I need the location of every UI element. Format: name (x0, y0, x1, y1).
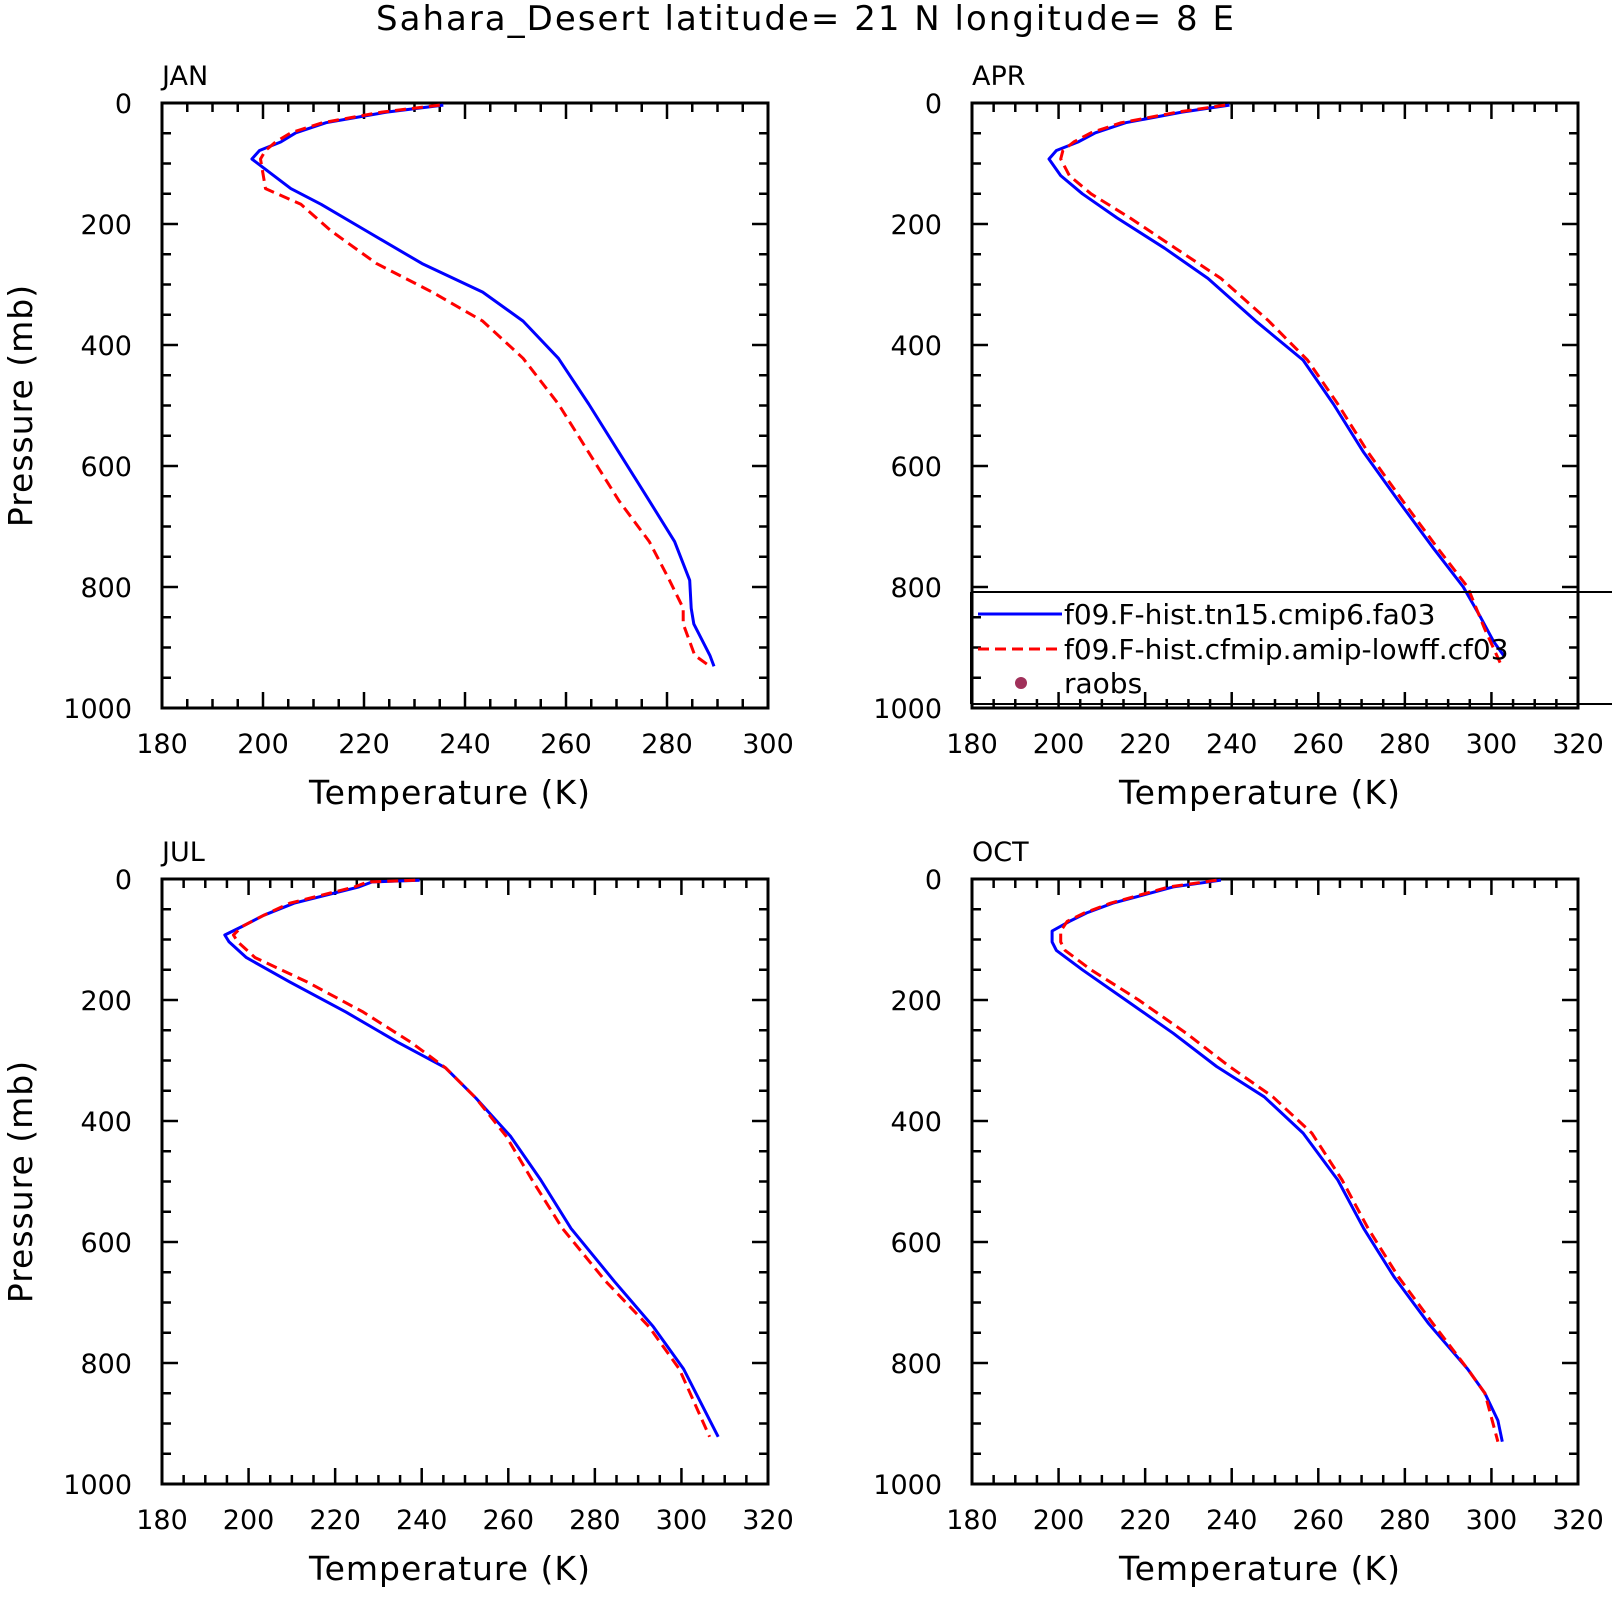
y-tick-label: 400 (890, 331, 942, 362)
x-tick-label: 180 (946, 729, 998, 760)
y-tick-label: 200 (890, 210, 942, 241)
x-tick-label: 260 (483, 1505, 535, 1536)
y-tick-label: 0 (115, 865, 132, 896)
panel-jul: JUL 180 200 220 240 260 280 300 320 0 200 400 600 800… (1, 837, 794, 1588)
x-tick-label: 220 (338, 729, 390, 760)
series-line-cmip6 (223, 878, 720, 1438)
y-tick-label: 400 (80, 331, 132, 362)
x-tick-label: 280 (641, 729, 693, 760)
legend-label: f09.F-hist.cfmip.amip-lowff.cf03 (1064, 633, 1509, 666)
x-tick-label: 220 (1119, 1505, 1171, 1536)
y-tick-label: 600 (80, 452, 132, 483)
x-tick-label: 300 (742, 729, 794, 760)
x-tick-label: 280 (1379, 729, 1431, 760)
panel-label: OCT (972, 837, 1029, 868)
x-tick-label: 260 (1293, 1505, 1345, 1536)
y-tick-label: 400 (890, 1107, 942, 1138)
x-tick-label: 240 (1206, 729, 1258, 760)
x-tick-label: 320 (742, 1505, 794, 1536)
y-tick-label: 400 (80, 1107, 132, 1138)
legend-marker-raobs (1015, 677, 1027, 689)
y-tick-label: 0 (925, 89, 942, 120)
x-tick-label: 200 (1033, 1505, 1085, 1536)
legend-label: raobs (1064, 667, 1142, 700)
series-line-amip-lowff (1059, 878, 1500, 1443)
x-axis-title: Temperature (K) (308, 773, 591, 812)
series-line-amip-lowff (231, 878, 711, 1438)
x-tick-label: 300 (656, 1505, 708, 1536)
series-line-cmip6 (1047, 103, 1506, 658)
y-tick-label: 1000 (63, 694, 132, 725)
y-tick-label: 1000 (63, 1470, 132, 1501)
x-axis-title: Temperature (K) (308, 1549, 591, 1588)
y-tick-label: 800 (80, 1349, 132, 1380)
x-tick-label: 240 (1206, 1505, 1258, 1536)
series-line-amip-lowff (1059, 103, 1502, 664)
y-tick-label: 200 (890, 986, 942, 1017)
x-tick-label: 180 (946, 1505, 998, 1536)
legend: f09.F-hist.tn15.cmip6.fa03f09.F-hist.cfm… (970, 591, 1612, 705)
panel-label: JAN (160, 61, 208, 92)
x-tick-label: 200 (237, 729, 289, 760)
x-tick-label: 280 (1379, 1505, 1431, 1536)
panel-apr: APR 180 200 220 240 260 280 300 320 0 200 400 600 800… (873, 61, 1603, 812)
panel-oct: OCT 180 200 220 240 260 280 300 320 0 200 400 600 800… (873, 837, 1603, 1588)
x-tick-label: 200 (223, 1505, 275, 1536)
x-tick-label: 260 (540, 729, 592, 760)
panels: JAN 180 200 220 240 260 280 300 0 200 400 600 800 100… (1, 61, 1604, 1588)
x-tick-label: 180 (136, 1505, 188, 1536)
plot-frame (970, 877, 1580, 1486)
y-tick-label: 600 (890, 452, 942, 483)
x-axis-title: Temperature (K) (1118, 773, 1401, 812)
x-tick-label: 240 (439, 729, 491, 760)
y-axis-title: Pressure (mb) (1, 284, 40, 527)
y-tick-label: 200 (80, 986, 132, 1017)
y-tick-label: 0 (925, 865, 942, 896)
y-tick-label: 800 (80, 573, 132, 604)
series-line-cmip6 (250, 103, 716, 667)
y-tick-label: 0 (115, 89, 132, 120)
series-line-amip-lowff (259, 103, 711, 668)
figure-title: Sahara_Desert latitude= 21 N longitude= … (376, 0, 1236, 39)
panel-label: APR (972, 61, 1026, 92)
x-tick-label: 220 (1119, 729, 1171, 760)
x-tick-label: 280 (569, 1505, 621, 1536)
panel-label: JUL (160, 837, 205, 868)
panel-jan: JAN 180 200 220 240 260 280 300 0 200 400 600 800 100… (1, 61, 794, 812)
y-tick-label: 800 (890, 1349, 942, 1380)
y-tick-label: 1000 (873, 694, 942, 725)
y-tick-label: 600 (80, 1228, 132, 1259)
x-tick-label: 180 (136, 729, 188, 760)
x-tick-label: 200 (1033, 729, 1085, 760)
y-axis-title: Pressure (mb) (1, 1060, 40, 1303)
plot-frame (160, 877, 770, 1486)
x-tick-label: 300 (1466, 1505, 1518, 1536)
x-tick-label: 260 (1293, 729, 1345, 760)
x-tick-label: 220 (309, 1505, 361, 1536)
y-tick-label: 200 (80, 210, 132, 241)
legend-label: f09.F-hist.tn15.cmip6.fa03 (1064, 598, 1435, 631)
y-tick-label: 1000 (873, 1470, 942, 1501)
x-tick-label: 240 (396, 1505, 448, 1536)
x-tick-label: 300 (1466, 729, 1518, 760)
y-tick-label: 800 (890, 573, 942, 604)
x-tick-label: 320 (1552, 1505, 1604, 1536)
y-tick-label: 600 (890, 1228, 942, 1259)
x-tick-label: 320 (1552, 729, 1604, 760)
plot-frame (160, 101, 770, 710)
x-axis-title: Temperature (K) (1118, 1549, 1401, 1588)
series-line-cmip6 (1050, 878, 1504, 1443)
